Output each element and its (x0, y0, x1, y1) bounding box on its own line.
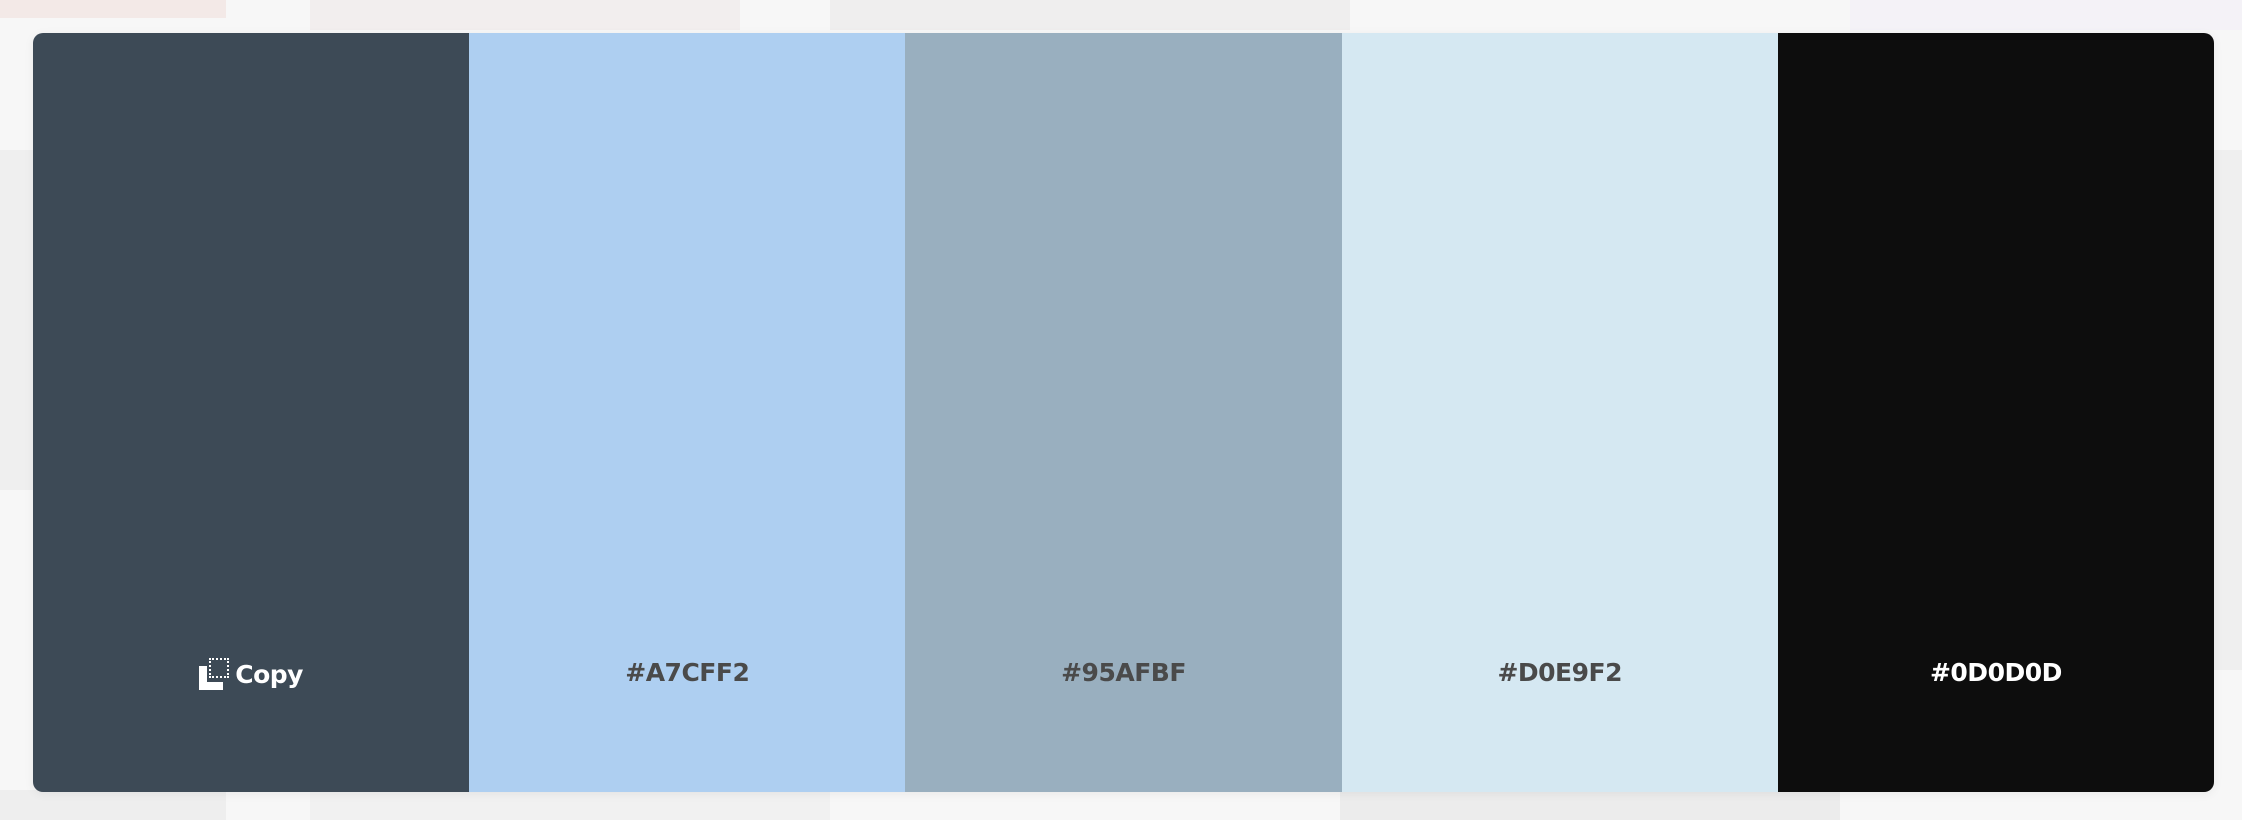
swatch-1[interactable]: Copy (33, 33, 470, 792)
background-tile (1340, 790, 1840, 820)
background-tile (310, 0, 740, 30)
swatch-hex-label: #A7CFF2 (625, 658, 750, 687)
swatch-3[interactable]: #95AFBF (905, 33, 1342, 792)
copy-button[interactable]: Copy (33, 658, 469, 690)
copy-icon (199, 658, 231, 690)
color-palette: Copy #A7CFF2 #95AFBF #D0E9F2 #0D0D0D (33, 33, 2214, 792)
swatch-4[interactable]: #D0E9F2 (1341, 33, 1778, 792)
background-tile (0, 0, 226, 18)
swatch-hex-label: #95AFBF (1061, 658, 1186, 687)
swatch-hex-label: #0D0D0D (1929, 658, 2062, 687)
background-tile (1850, 0, 2242, 30)
background-tile (0, 790, 226, 820)
background-tile (830, 0, 1350, 30)
swatch-hex-label: #D0E9F2 (1497, 658, 1622, 687)
swatch-2[interactable]: #A7CFF2 (469, 33, 906, 792)
copy-label: Copy (235, 659, 303, 689)
background-tile (310, 790, 830, 820)
swatch-5[interactable]: #0D0D0D (1777, 33, 2214, 792)
